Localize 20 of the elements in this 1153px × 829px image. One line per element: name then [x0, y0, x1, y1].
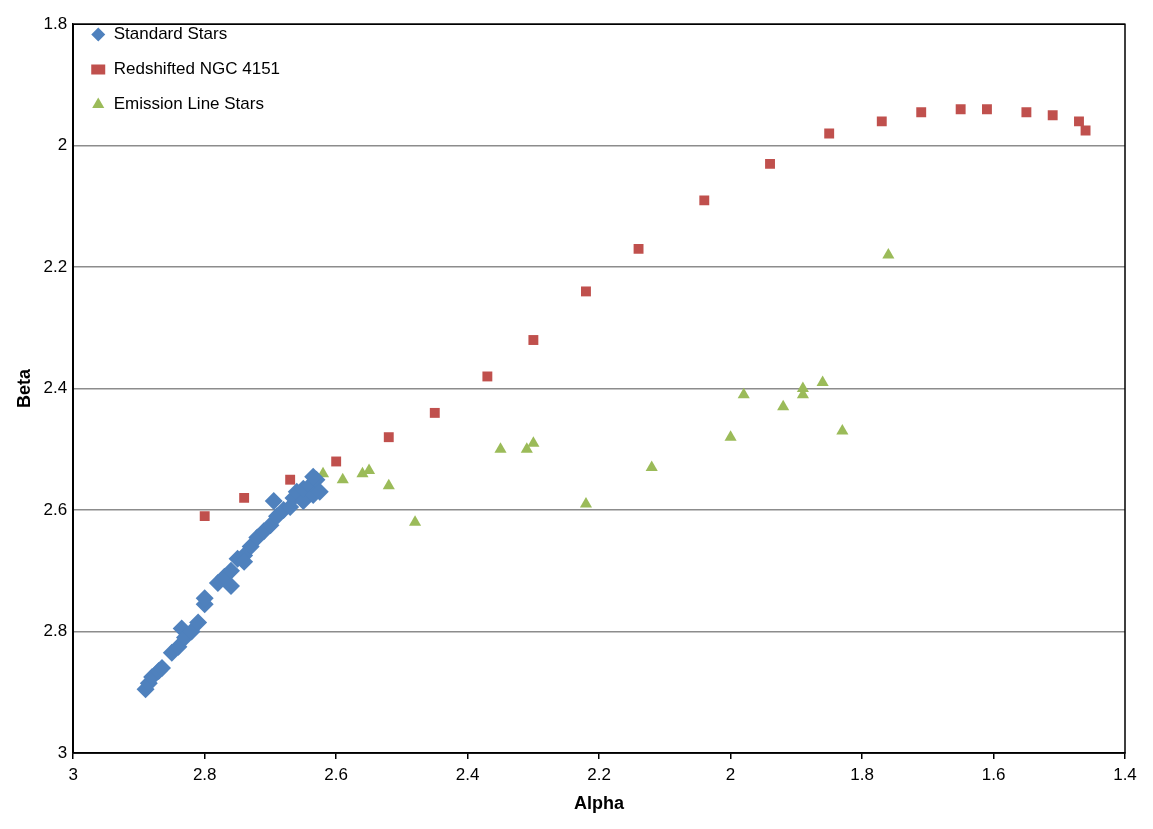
x-tick-label: 2 [725, 764, 736, 784]
y-tick-label: 1.8 [43, 13, 68, 33]
x-tick-label: 1.8 [850, 764, 874, 784]
legend-label: Standard Stars [113, 24, 228, 44]
y-tick-label: 2.8 [43, 621, 68, 641]
x-tick-label: 2.4 [455, 764, 480, 784]
legend-label: Redshifted NGC 4151 [113, 59, 281, 79]
x-tick-label: 2.6 [324, 764, 348, 784]
y-tick-label: 3 [57, 742, 68, 762]
y-tick-label: 2 [57, 135, 68, 155]
x-tick-label: 2.2 [587, 764, 611, 784]
y-tick-label: 2.4 [43, 378, 68, 398]
y-axis-title: Beta [13, 368, 34, 409]
legend-label: Emission Line Stars [113, 94, 264, 114]
x-axis-title: Alpha [574, 793, 626, 814]
y-tick-label: 2.2 [43, 256, 68, 276]
x-tick-label: 2.8 [192, 764, 217, 784]
y-tick-label: 2.6 [43, 499, 68, 519]
x-tick-label: 1.6 [981, 764, 1006, 784]
x-tick-label: 1.4 [1113, 764, 1137, 784]
